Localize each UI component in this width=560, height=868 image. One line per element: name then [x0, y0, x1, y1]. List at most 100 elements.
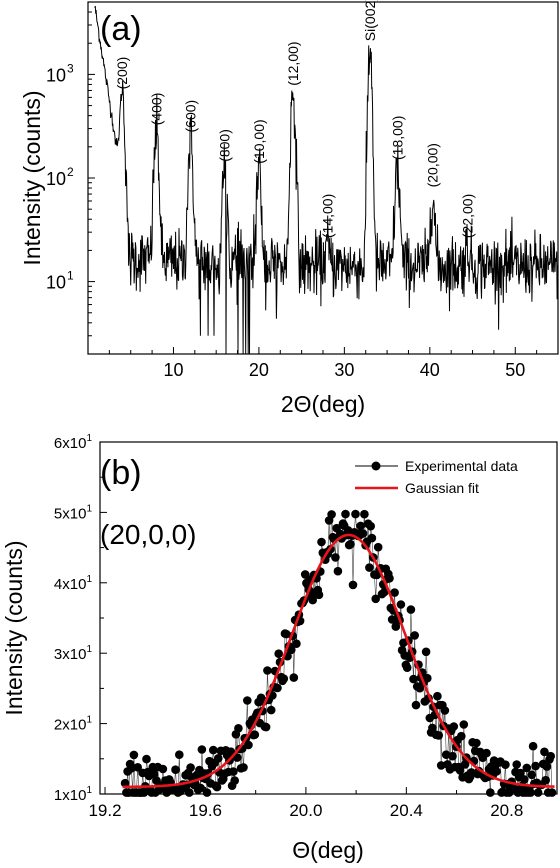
panel-a-peak-label: (10,00) — [251, 119, 267, 163]
panel-b-data-point — [528, 741, 538, 751]
panel-a-y-axis-label: Intensity (counts) — [19, 90, 45, 265]
panel-b-data-point — [448, 751, 457, 761]
panel-b-data-point — [541, 775, 550, 785]
panel-b-plot-area — [99, 441, 558, 795]
panel-b-x-axis-label: Θ(deg) — [292, 837, 364, 863]
panel-a-y-tick-label: 10 — [46, 65, 66, 85]
panel-b-data-point — [366, 521, 376, 531]
panel-b-y-tick-label: 4x101 — [54, 574, 93, 593]
legend-gaussian-label: Gaussian fit — [405, 480, 479, 496]
panel-b-data-point — [360, 509, 369, 519]
panel-b-x-tick-label: 19.6 — [189, 801, 222, 820]
panel-b-data-point — [239, 763, 248, 772]
panel-b-data-point — [520, 775, 529, 784]
panel-b-data-point — [459, 720, 469, 729]
panel-a-x-tick-label: 10 — [163, 360, 183, 380]
panel-b-data-point — [522, 763, 532, 773]
panel-b-data-point — [127, 764, 136, 773]
panel-b-data-point — [175, 750, 184, 759]
panel-b-data-point — [365, 563, 374, 572]
panel-b-data-point — [250, 730, 260, 739]
panel-b-x-ticks: 19.2 19.6 20.0 20.4 20.8 — [88, 787, 558, 820]
panel-b-y-tick-label: 5x101 — [54, 503, 93, 522]
panel-b-y-tick-label: 1x101 — [54, 785, 93, 804]
panel-b-data-point — [351, 509, 360, 519]
panel-b-data-point — [486, 788, 495, 797]
panel-a-peak-label: Si(002) — [362, 0, 378, 41]
panel-b-y-axis-label: Intensity (counts) — [1, 540, 27, 715]
panel-b-data-point — [433, 691, 442, 701]
panel-b-data-point — [212, 782, 222, 792]
panel-a-label: (a) — [100, 10, 142, 48]
panel-a-x-tick-label: 40 — [420, 360, 440, 380]
panel-b-data-point — [308, 595, 318, 605]
panel-a-peak-label: (18,00) — [389, 116, 405, 160]
panel-a-y-tick-label: 10 — [46, 273, 66, 293]
panel-b-data-point — [346, 539, 355, 549]
panel-b-data-point — [533, 788, 543, 797]
panel-b-data-point — [348, 580, 358, 590]
panel-b-data-point — [434, 731, 444, 740]
panel-b-x-tick-label: 20.4 — [390, 801, 423, 820]
panel-b-data-point — [421, 647, 431, 657]
panel-b-data-point — [385, 574, 394, 583]
panel-b-data-point — [380, 587, 389, 597]
panel-b-x-tick-label: 20.0 — [289, 801, 322, 820]
panel-a-peak-label: (600) — [183, 100, 199, 133]
panel-b-data-point — [396, 600, 406, 609]
panel-b-peak-fit: 19.2 19.6 20.0 20.4 20.8 1x101 2x101 3x101 4x10… — [1, 433, 558, 863]
panel-a-peak-label: (14,00) — [319, 194, 335, 238]
panel-b-data-point — [331, 553, 340, 562]
panel-a-peak-label: (800) — [217, 129, 233, 162]
panel-b-data-point — [492, 767, 501, 776]
panel-b-data-point — [232, 753, 242, 762]
panel-b-data-point — [440, 706, 450, 715]
panel-b-data-point — [367, 533, 377, 543]
panel-b-data-point — [341, 509, 350, 519]
panel-b-data-point — [482, 748, 491, 758]
panel-b-data-point — [391, 622, 401, 631]
panel-b-data-point — [158, 764, 168, 774]
panel-b-data-point — [263, 666, 272, 675]
panel-a-peak-labels: (200) (400) (600) (800) (10,00) (12,00) (14,00… — [114, 0, 475, 238]
panel-b-y-tick-label: 3x101 — [54, 644, 93, 663]
panel-b-data-point — [171, 765, 180, 774]
panel-b-data-point — [185, 788, 194, 797]
panel-b-data-point — [390, 588, 399, 597]
panel-b-data-point — [516, 768, 525, 778]
panel-a-x-tick-label: 20 — [249, 360, 269, 380]
panel-b-data-point — [512, 760, 521, 769]
legend-experimental-marker — [371, 461, 381, 471]
legend-entry-gaussian: Gaussian fit — [355, 480, 479, 496]
panel-b-data-point — [230, 776, 239, 785]
panel-b-data-point — [371, 594, 381, 604]
panel-b-data-point — [410, 631, 420, 640]
panel-a-y-tick-exponent: 1 — [67, 269, 74, 283]
panel-b-data-point — [542, 762, 552, 771]
panel-b-data-point — [402, 663, 412, 672]
panel-b-data-point — [436, 761, 446, 770]
panel-a-x-axis-label: 2Θ(deg) — [281, 391, 365, 417]
panel-b-data-point — [229, 767, 238, 776]
panel-b-data-point — [279, 674, 289, 683]
panel-b-data-point — [327, 510, 336, 519]
panel-b-data-point — [449, 722, 459, 731]
panel-b-data-point — [202, 788, 212, 797]
panel-b-y-tick-label: 2x101 — [54, 715, 93, 734]
panel-b-data-point — [197, 745, 207, 754]
panel-b-x-tick-label: 19.2 — [88, 801, 121, 820]
panel-b-gaussian-fit-curve — [122, 533, 555, 789]
panel-b-data-point — [149, 769, 159, 779]
panel-a-x-ticks: 10 20 30 40 50 — [108, 347, 559, 380]
panel-b-label: (b) — [100, 454, 142, 492]
panel-a-peak-label: (20,00) — [424, 143, 440, 187]
panel-a-x-tick-label: 50 — [505, 360, 525, 380]
panel-a-peak-label: (12,00) — [285, 41, 301, 85]
panel-b-data-point — [358, 529, 368, 538]
legend-entry-experimental: Experimental data — [355, 458, 518, 474]
panel-a-y-tick-exponent: 3 — [67, 61, 74, 75]
panel-b-data-point — [261, 722, 271, 732]
panel-b-data-point — [547, 788, 557, 797]
